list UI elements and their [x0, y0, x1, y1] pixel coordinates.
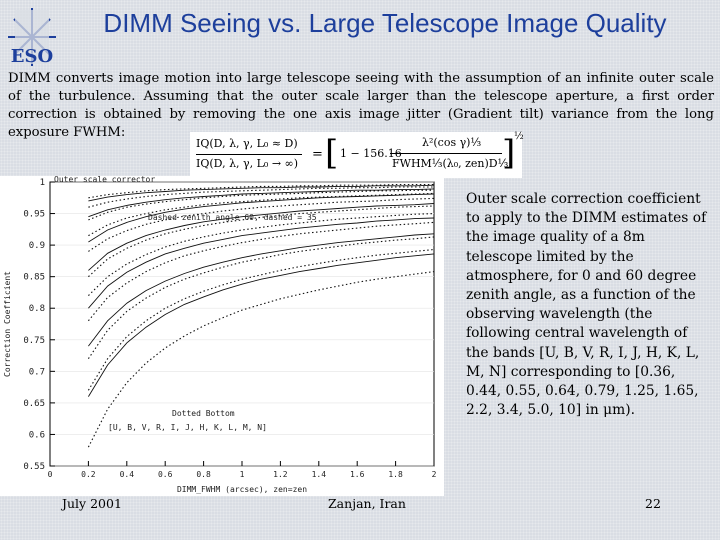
figure-caption: Outer scale correction coefficient to ap… [466, 191, 707, 419]
series-line-18 [88, 253, 435, 397]
series-line-2 [88, 186, 434, 208]
x-tick-label: 0.2 [81, 470, 96, 479]
x-tick-label: 1 [240, 470, 245, 479]
intro-paragraph: DIMM converts image motion into large te… [8, 71, 714, 140]
y-tick-label: 0.6 [29, 430, 45, 440]
formula-exponent: ½ [514, 131, 524, 142]
x-tick-label: 1.6 [350, 470, 365, 479]
series-line-11 [87, 271, 435, 448]
correction-chart: 0.55 0.6 0.65 0.7 0.75 0.8 0.85 0.9 0.95 1 0 0.2 0.4… [0, 176, 444, 496]
y-tick-label: 0.95 [23, 210, 45, 220]
formula-fraction-numerator: λ²(cos γ)⅓ [422, 136, 482, 149]
chart-title: Outer scale corrector [54, 176, 155, 184]
series-line-12 [88, 184, 435, 202]
x-tick-label: 2 [432, 470, 437, 479]
series-line-1 [88, 183, 434, 199]
series-line-4 [88, 192, 435, 237]
x-tick-label: 0.4 [120, 470, 135, 479]
x-tick-label: 1.2 [273, 470, 288, 479]
formula-equals: = [312, 147, 323, 162]
legend-bottom: [U, B, V, R, I, J, H, K, L, M, N] [108, 423, 267, 432]
series-line-5 [88, 197, 435, 252]
y-axis-label: Correction Coefficient [3, 271, 12, 377]
legend-bottom-title: Dotted Bottom [172, 409, 235, 418]
footer-location: Zanjan, Iran [328, 496, 406, 511]
legend-top: Dashed zenith angle 60, dashed = 35 [148, 213, 317, 222]
x-tick-label: 1.4 [312, 470, 327, 479]
slide-title: DIMM Seeing vs. Large Telescope Image Qu… [103, 8, 667, 38]
x-tick-label: 0 [48, 470, 53, 479]
y-tick-label: 0.75 [23, 336, 45, 346]
logo-text: ESO [11, 46, 53, 67]
series-line-10 [87, 248, 435, 391]
y-tick-label: 0.85 [23, 273, 45, 283]
series-line-14 [88, 193, 435, 243]
outer-scale-formula: IQ(D, λ, γ, L₀ ≈ D) IQ(D, λ, γ, L₀ → ∞) … [190, 131, 524, 178]
series-line-17 [88, 233, 435, 347]
y-tick-label: 0.9 [29, 241, 45, 251]
series-line-15 [88, 203, 435, 271]
x-tick-label: 0.6 [158, 470, 173, 479]
y-tick-label: 1 [40, 178, 45, 188]
formula-denominator: IQ(D, λ, γ, L₀ → ∞) [196, 157, 298, 170]
formula-one-minus: 1 − 156.16 [340, 147, 402, 160]
x-axis-label: DIMM_FWHM (arcsec), zen=zen [177, 485, 307, 494]
series-line-16 [88, 217, 435, 309]
x-tick-label: 0.8 [196, 470, 211, 479]
y-tick-label: 0.7 [29, 367, 45, 377]
eso-star-logo: ESO [8, 8, 56, 67]
formula-numerator: IQ(D, λ, γ, L₀ ≈ D) [196, 137, 298, 150]
series-line-9 [87, 236, 435, 360]
series-line-8 [87, 221, 435, 322]
formula-fraction-denominator: FWHM⅓(λ₀, zen)D⅓ [392, 157, 509, 170]
y-tick-label: 0.55 [23, 462, 45, 472]
footer-date: July 2001 [62, 496, 122, 511]
series-line-6 [88, 205, 435, 278]
series-line-13 [88, 188, 435, 218]
x-tick-label: 1.8 [388, 470, 403, 479]
y-tick-label: 0.65 [23, 399, 45, 409]
footer-page-number: 22 [645, 496, 661, 511]
y-tick-label: 0.8 [29, 304, 45, 314]
